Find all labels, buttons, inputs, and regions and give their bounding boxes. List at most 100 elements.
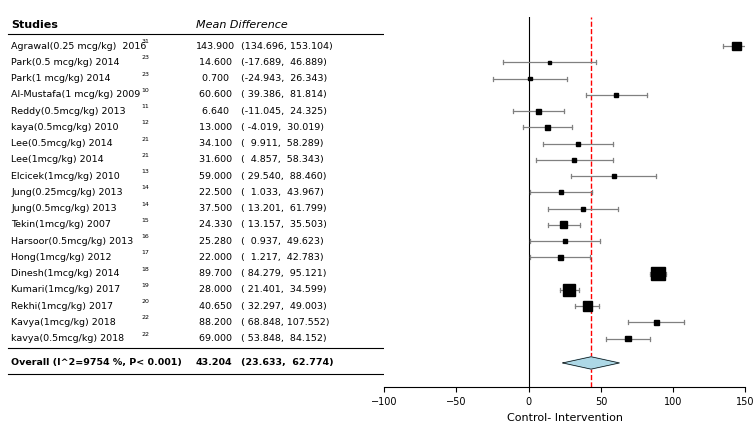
- Bar: [528, 77, 532, 80]
- Text: ( 68.848, 107.552): ( 68.848, 107.552): [241, 318, 330, 327]
- Text: (  1.217,  42.783): ( 1.217, 42.783): [241, 253, 324, 262]
- Text: 23: 23: [142, 72, 149, 77]
- Text: Tekin(1mcg/kg) 2007: Tekin(1mcg/kg) 2007: [11, 220, 114, 229]
- Text: 0.700: 0.700: [196, 74, 229, 83]
- Text: ( 39.386,  81.814): ( 39.386, 81.814): [241, 91, 327, 99]
- Text: ( 13.157,  35.503): ( 13.157, 35.503): [241, 220, 327, 229]
- Text: 89.700: 89.700: [196, 269, 232, 278]
- Text: Jung(0.5mcg/kg) 2013: Jung(0.5mcg/kg) 2013: [11, 204, 117, 213]
- Text: 31: 31: [142, 39, 149, 44]
- Text: Kavya(1mcg/kg) 2018: Kavya(1mcg/kg) 2018: [11, 318, 119, 327]
- Text: Overall (I^2=9754 %, P< 0.001): Overall (I^2=9754 %, P< 0.001): [11, 358, 182, 368]
- Text: Harsoor(0.5mcg/kg) 2013: Harsoor(0.5mcg/kg) 2013: [11, 237, 133, 245]
- Bar: [733, 42, 741, 51]
- Text: (23.633,  62.774): (23.633, 62.774): [241, 358, 334, 368]
- Text: 21: 21: [142, 153, 149, 158]
- Bar: [560, 221, 568, 229]
- Text: kaya(0.5mcg/kg) 2010: kaya(0.5mcg/kg) 2010: [11, 123, 119, 132]
- Text: 23: 23: [142, 55, 149, 60]
- Bar: [572, 158, 576, 162]
- Text: 22.500: 22.500: [196, 188, 232, 197]
- Text: 25.280: 25.280: [196, 237, 232, 245]
- Text: Kumari(1mcg/kg) 2017: Kumari(1mcg/kg) 2017: [11, 285, 120, 294]
- Text: 17: 17: [142, 250, 149, 255]
- Bar: [614, 93, 618, 97]
- Text: 22: 22: [142, 331, 149, 336]
- Text: 21: 21: [142, 136, 149, 141]
- Text: (-17.689,  46.889): (-17.689, 46.889): [241, 58, 327, 67]
- Text: (  1.033,  43.967): ( 1.033, 43.967): [241, 188, 324, 197]
- Text: Studies: Studies: [11, 20, 58, 30]
- Text: Jung(0.25mcg/kg) 2013: Jung(0.25mcg/kg) 2013: [11, 188, 126, 197]
- Text: 18: 18: [142, 266, 149, 272]
- Bar: [583, 301, 592, 311]
- Text: Agrawal(0.25 mcg/kg)  2016: Agrawal(0.25 mcg/kg) 2016: [11, 42, 147, 51]
- Text: 14: 14: [142, 185, 149, 190]
- Text: Park(0.5 mcg/kg) 2014: Park(0.5 mcg/kg) 2014: [11, 58, 120, 67]
- Text: (-11.045,  24.325): (-11.045, 24.325): [241, 107, 327, 116]
- Text: ( 29.540,  88.460): ( 29.540, 88.460): [241, 172, 327, 181]
- Text: 14.600: 14.600: [196, 58, 232, 67]
- Text: 19: 19: [142, 283, 149, 288]
- Text: 28.000: 28.000: [196, 285, 232, 294]
- Text: Reddy(0.5mcg/kg) 2013: Reddy(0.5mcg/kg) 2013: [11, 107, 126, 116]
- Bar: [626, 336, 631, 341]
- Text: ( 53.848,  84.152): ( 53.848, 84.152): [241, 334, 327, 343]
- Text: Lee(1mcg/kg) 2014: Lee(1mcg/kg) 2014: [11, 155, 104, 164]
- Text: 34.100: 34.100: [196, 139, 232, 148]
- Text: kavya(0.5mcg/kg) 2018: kavya(0.5mcg/kg) 2018: [11, 334, 124, 343]
- Text: (134.696, 153.104): (134.696, 153.104): [241, 42, 333, 51]
- Bar: [548, 61, 551, 64]
- Text: ( 21.401,  34.599): ( 21.401, 34.599): [241, 285, 327, 294]
- Text: 6.640: 6.640: [196, 107, 229, 116]
- Text: 31.600: 31.600: [196, 155, 232, 164]
- Bar: [558, 255, 562, 259]
- Text: ( 13.201,  61.799): ( 13.201, 61.799): [241, 204, 327, 213]
- Text: Hong(1mcg/kg) 2012: Hong(1mcg/kg) 2012: [11, 253, 111, 262]
- Text: 12: 12: [142, 120, 149, 125]
- Text: 24.330: 24.330: [196, 220, 232, 229]
- Text: 13: 13: [142, 169, 149, 174]
- Text: Park(1 mcg/kg) 2014: Park(1 mcg/kg) 2014: [11, 74, 114, 83]
- Text: Mean Difference: Mean Difference: [196, 20, 288, 30]
- Bar: [651, 267, 665, 280]
- Bar: [581, 207, 585, 210]
- Text: 16: 16: [142, 234, 149, 239]
- Text: 22: 22: [142, 315, 149, 320]
- Bar: [563, 284, 575, 296]
- Text: 15: 15: [142, 218, 149, 223]
- Text: Elcicek(1mcg/kg) 2010: Elcicek(1mcg/kg) 2010: [11, 172, 120, 181]
- Text: (  0.937,  49.623): ( 0.937, 49.623): [241, 237, 324, 245]
- Bar: [563, 239, 567, 243]
- Text: ( -4.019,  30.019): ( -4.019, 30.019): [241, 123, 324, 132]
- Text: 43.204: 43.204: [196, 358, 233, 368]
- Text: 40.650: 40.650: [196, 301, 232, 311]
- Text: (  4.857,  58.343): ( 4.857, 58.343): [241, 155, 324, 164]
- Polygon shape: [562, 357, 620, 369]
- Text: 59.000: 59.000: [196, 172, 232, 181]
- Text: 60.600: 60.600: [196, 91, 232, 99]
- Bar: [535, 109, 541, 114]
- Text: (  9.911,  58.289): ( 9.911, 58.289): [241, 139, 324, 148]
- Text: Al-Mustafa(1 mcg/kg) 2009: Al-Mustafa(1 mcg/kg) 2009: [11, 91, 141, 99]
- Text: 37.500: 37.500: [196, 204, 232, 213]
- Bar: [576, 141, 580, 146]
- Bar: [654, 320, 659, 325]
- Text: ( 32.297,  49.003): ( 32.297, 49.003): [241, 301, 327, 311]
- Text: 69.000: 69.000: [196, 334, 232, 343]
- Text: (-24.943,  26.343): (-24.943, 26.343): [241, 74, 328, 83]
- Text: Rekhi(1mcg/kg) 2017: Rekhi(1mcg/kg) 2017: [11, 301, 113, 311]
- Text: 10: 10: [142, 88, 149, 93]
- Text: Lee(0.5mcg/kg) 2014: Lee(0.5mcg/kg) 2014: [11, 139, 113, 148]
- Bar: [544, 125, 550, 130]
- Text: 88.200: 88.200: [196, 318, 232, 327]
- Text: Dinesh(1mcg/kg) 2014: Dinesh(1mcg/kg) 2014: [11, 269, 120, 278]
- Bar: [559, 190, 563, 195]
- Text: 14: 14: [142, 202, 149, 207]
- Text: 13.000: 13.000: [196, 123, 232, 132]
- X-axis label: Control- Intervention: Control- Intervention: [507, 413, 623, 421]
- Text: 20: 20: [142, 299, 149, 304]
- Text: 143.900: 143.900: [196, 42, 235, 51]
- Text: 22.000: 22.000: [196, 253, 232, 262]
- Bar: [612, 174, 616, 178]
